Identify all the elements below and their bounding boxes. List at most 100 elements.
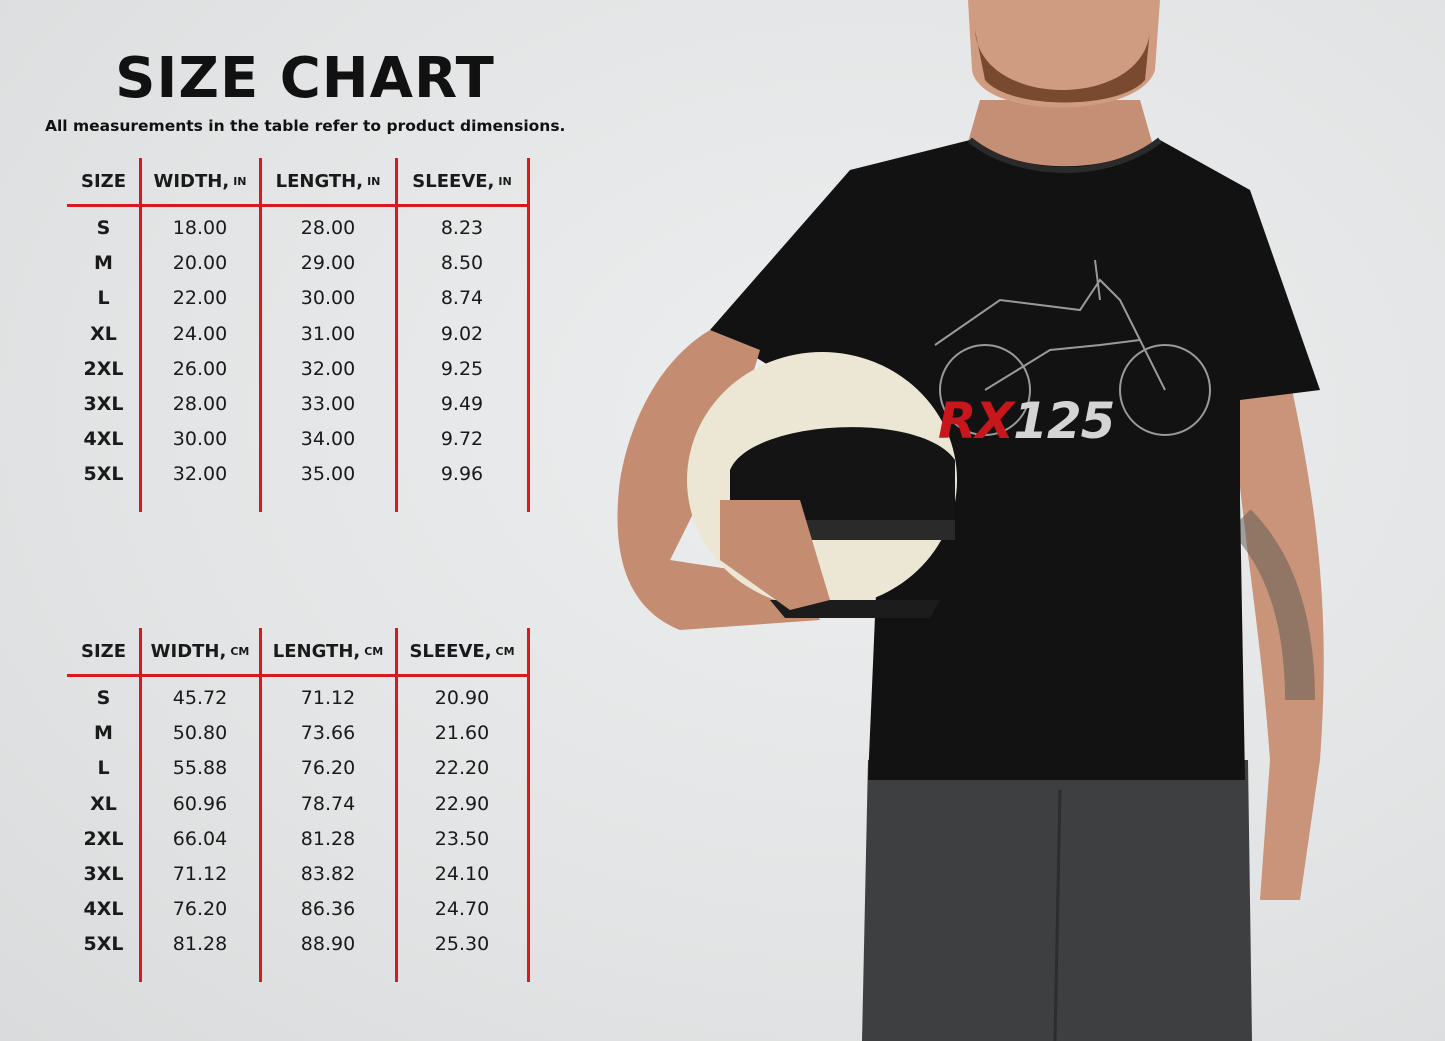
column-divider xyxy=(395,628,398,982)
measurement-cell: 73.66 xyxy=(300,722,356,745)
measurement-cell: 23.50 xyxy=(434,827,490,850)
measurement-cell: 76.20 xyxy=(300,757,356,780)
column-divider xyxy=(527,628,530,982)
column-unit: IN xyxy=(367,174,381,188)
column-label: SIZE xyxy=(80,640,126,662)
column-header: SIZE xyxy=(67,158,140,204)
size-label: 2XL xyxy=(83,827,124,850)
header-divider xyxy=(67,674,528,677)
measurement-cell: 81.28 xyxy=(300,827,356,850)
column-header: SLEEVE, IN xyxy=(396,158,528,204)
column-divider xyxy=(259,628,262,982)
size-label: 3XL xyxy=(83,393,124,415)
column-divider xyxy=(259,158,262,512)
measurement-cell: 29.00 xyxy=(300,252,356,275)
column-unit: CM xyxy=(230,644,250,658)
measurement-cell: 26.00 xyxy=(172,357,228,380)
measurement-cell: 78.74 xyxy=(300,792,356,815)
left-arm xyxy=(617,330,820,630)
measurement-cell: 20.90 xyxy=(434,687,490,709)
size-label: L xyxy=(97,287,110,310)
size-label: S xyxy=(96,687,111,709)
measurement-cell: 28.00 xyxy=(300,217,356,239)
column-divider xyxy=(527,158,530,512)
motorcycle-graphic xyxy=(934,259,1211,436)
column-label: LENGTH, xyxy=(272,640,361,662)
measurement-cell: 9.02 xyxy=(440,322,484,345)
measurement-cell: 50.80 xyxy=(172,722,228,745)
column-header: SLEEVE, CM xyxy=(396,628,528,674)
size-label: 5XL xyxy=(83,463,124,486)
column-unit: CM xyxy=(364,644,384,658)
measurement-cell: 60.96 xyxy=(172,792,228,815)
size-table-inches: SIZE WIDTH, IN LENGTH, IN SLEEVE, IN S 18.00 28.0… xyxy=(67,158,530,512)
measurement-cell: 32.00 xyxy=(300,357,356,380)
column-label: SIZE xyxy=(80,170,126,192)
right-arm xyxy=(1230,380,1324,900)
measurement-cell: 86.36 xyxy=(300,898,356,921)
measurement-cell: 22.90 xyxy=(434,792,490,815)
measurement-cell: 76.20 xyxy=(172,898,228,921)
measurement-cell: 35.00 xyxy=(300,463,356,486)
size-label: 5XL xyxy=(83,933,124,956)
column-label: WIDTH, xyxy=(150,640,227,662)
column-label: SLEEVE, xyxy=(412,170,495,192)
page-subtitle: All measurements in the table refer to p… xyxy=(45,117,566,135)
beard xyxy=(975,30,1150,103)
column-label: SLEEVE, xyxy=(409,640,492,662)
column-header: WIDTH, CM xyxy=(140,628,260,674)
measurement-cell: 30.00 xyxy=(300,287,356,310)
t-shirt xyxy=(710,140,1320,780)
measurement-cell: 34.00 xyxy=(300,428,356,451)
column-label: WIDTH, xyxy=(153,170,230,192)
column-divider xyxy=(139,158,142,512)
measurement-cell: 22.20 xyxy=(434,757,490,780)
size-label: L xyxy=(97,757,110,780)
column-header: WIDTH, IN xyxy=(140,158,260,204)
measurement-cell: 55.88 xyxy=(172,757,228,780)
measurement-cell: 83.82 xyxy=(300,863,356,885)
neck xyxy=(960,100,1160,170)
measurement-cell: 24.00 xyxy=(172,322,228,345)
measurement-cell: 21.60 xyxy=(434,722,490,745)
column-unit: IN xyxy=(498,174,512,188)
measurement-cell: 31.00 xyxy=(300,322,356,345)
measurement-cell: 9.25 xyxy=(440,357,484,380)
column-unit: IN xyxy=(233,174,247,188)
measurement-cell: 24.10 xyxy=(434,863,490,885)
size-table-centimeters: SIZE WIDTH, CM LENGTH, CM SLEEVE, CM S 45.72 71.1… xyxy=(67,628,530,982)
measurement-cell: 30.00 xyxy=(172,428,228,451)
size-label: M xyxy=(94,722,113,745)
measurement-cell: 8.74 xyxy=(440,287,484,310)
measurement-cell: 71.12 xyxy=(172,863,228,885)
size-label: 4XL xyxy=(83,428,124,451)
measurement-cell: 25.30 xyxy=(434,933,490,956)
measurement-cell: 18.00 xyxy=(172,217,228,239)
measurement-cell: 9.96 xyxy=(440,463,484,486)
column-label: LENGTH, xyxy=(275,170,364,192)
measurement-cell: 71.12 xyxy=(300,687,356,709)
column-header: LENGTH, IN xyxy=(260,158,396,204)
model-photo xyxy=(617,0,1324,1041)
size-label: 2XL xyxy=(83,357,124,380)
column-header: LENGTH, CM xyxy=(260,628,396,674)
size-label: 4XL xyxy=(83,898,124,921)
size-label: XL xyxy=(90,322,117,345)
measurement-cell: 20.00 xyxy=(172,252,228,275)
measurement-cell: 45.72 xyxy=(172,687,228,709)
measurement-cell: 24.70 xyxy=(434,898,490,921)
measurement-cell: 33.00 xyxy=(300,393,356,415)
hand xyxy=(720,500,830,610)
measurement-cell: 28.00 xyxy=(172,393,228,415)
measurement-cell: 32.00 xyxy=(172,463,228,486)
measurement-cell: 66.04 xyxy=(172,827,228,850)
measurement-cell: 88.90 xyxy=(300,933,356,956)
measurement-cell: 8.50 xyxy=(440,252,484,275)
column-divider xyxy=(395,158,398,512)
page-title: SIZE CHART xyxy=(115,46,495,111)
column-unit: CM xyxy=(495,644,515,658)
measurement-cell: 8.23 xyxy=(440,217,484,239)
size-label: 3XL xyxy=(83,863,124,885)
header-divider xyxy=(67,204,528,207)
measurement-cell: 22.00 xyxy=(172,287,228,310)
